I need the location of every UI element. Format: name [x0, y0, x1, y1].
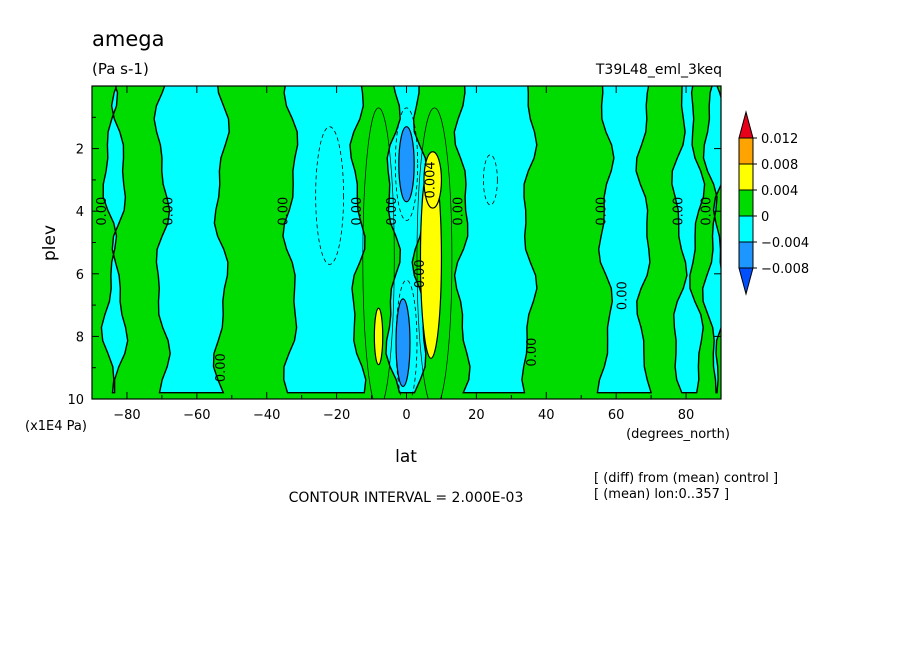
- contour-label: 0.00: [672, 197, 687, 226]
- contour-label: 0.00: [595, 197, 610, 226]
- contour-label: 0.00: [214, 353, 229, 382]
- contour-interval-note: CONTOUR INTERVAL = 2.000E-03: [289, 490, 524, 506]
- dashed-contour: [395, 279, 418, 399]
- colorbar-segment: [738, 189, 754, 217]
- x-tick-label: 0: [402, 408, 410, 423]
- contour-label: 0.00: [95, 197, 110, 226]
- colorbar-segment: [738, 241, 754, 269]
- patch-negative: [395, 298, 411, 388]
- colorbar-segment: [738, 163, 754, 191]
- colorbar-label: 0.012: [761, 132, 798, 147]
- y-axis-label: plev: [40, 225, 60, 261]
- band-negative: [153, 86, 230, 394]
- x-axis-ticks: −80 −60 −40 −20 0 20 40 60 80: [91, 86, 722, 423]
- contour-label: 0.00: [700, 197, 715, 226]
- mean-note: [ (mean) lon:0..357 ]: [594, 487, 729, 502]
- x-tick-label: 20: [468, 408, 485, 423]
- colorbar-segment: [738, 110, 754, 139]
- x-tick-label: 60: [608, 408, 625, 423]
- contour-lines: [362, 107, 453, 399]
- x-tick-label: −20: [323, 408, 350, 423]
- band-negative: [100, 86, 129, 394]
- shaded-bands: [100, 86, 721, 394]
- band-negative: [596, 86, 653, 394]
- patch-negative: [398, 126, 415, 203]
- dashed-contour: [482, 154, 498, 206]
- colorbar-label: −0.008: [761, 262, 809, 277]
- band-negative: [453, 86, 538, 394]
- contour-label: 0.00: [385, 197, 400, 226]
- contour-label: 0.00: [350, 197, 365, 226]
- x-tick-label: 40: [538, 408, 555, 423]
- x-axis-unit: (degrees_north): [626, 427, 730, 442]
- contour-label: 0.00: [616, 281, 631, 310]
- x-tick-label: −80: [113, 408, 140, 423]
- y-axis-unit: (x1E4 Pa): [25, 419, 87, 434]
- colorbar-label: 0.004: [761, 184, 798, 199]
- diff-note: [ (diff) from (mean) control ]: [594, 471, 778, 486]
- y-tick-label: 2: [76, 143, 84, 158]
- x-axis-label: lat: [395, 447, 417, 467]
- contour-label: 0.00: [525, 338, 540, 367]
- colorbar-label: −0.004: [761, 236, 809, 251]
- band-negative: [701, 86, 721, 394]
- colorbar-label: 0: [761, 210, 769, 225]
- x-tick-label: −40: [253, 408, 280, 423]
- colorbar-segment: [738, 215, 754, 243]
- chart-units: (Pa s-1): [92, 60, 149, 78]
- contour-label: 0.00: [413, 259, 428, 288]
- dashed-contour: [394, 107, 419, 221]
- dashed-negative-contours: [315, 107, 498, 399]
- plot-area: 0.00 0.00 0.00 0.00 0.00 0.00 0.004 0.00 0.00 0.0…: [92, 86, 721, 399]
- shaded-patches: [373, 126, 443, 388]
- patch-positive: [423, 151, 443, 209]
- contour-line: [416, 107, 453, 399]
- contour-label: 0.00: [277, 197, 292, 226]
- patch-positive: [373, 307, 384, 366]
- contour-label: 0.004: [424, 161, 439, 198]
- y-tick-label: 10: [67, 393, 84, 408]
- colorbar-segment: [738, 267, 754, 296]
- y-tick-label: 8: [76, 330, 84, 345]
- colorbar: 0.012 0.008 0.004 0 −0.004 −0.008: [738, 110, 809, 296]
- x-tick-label: 80: [678, 408, 695, 423]
- x-tick-label: −60: [183, 408, 210, 423]
- band-negative: [282, 86, 367, 394]
- y-tick-label: 4: [76, 205, 84, 220]
- colorbar-segment: [738, 137, 754, 165]
- chart-subtitle: T39L48_eml_3keq: [595, 62, 722, 78]
- contour-label: 0.00: [161, 197, 176, 226]
- dashed-contour: [315, 126, 344, 265]
- y-tick-label: 6: [76, 268, 84, 283]
- contour-labels: 0.00 0.00 0.00 0.00 0.00 0.00 0.004 0.00 0.00 0.0…: [95, 161, 715, 382]
- band-negative: [671, 86, 706, 394]
- contour-label: 0.00: [451, 197, 466, 226]
- y-axis-ticks: 2 4 6 8 10: [67, 116, 721, 408]
- colorbar-label: 0.008: [761, 158, 798, 173]
- contour-line: [362, 107, 395, 399]
- chart-title: amega: [92, 27, 164, 51]
